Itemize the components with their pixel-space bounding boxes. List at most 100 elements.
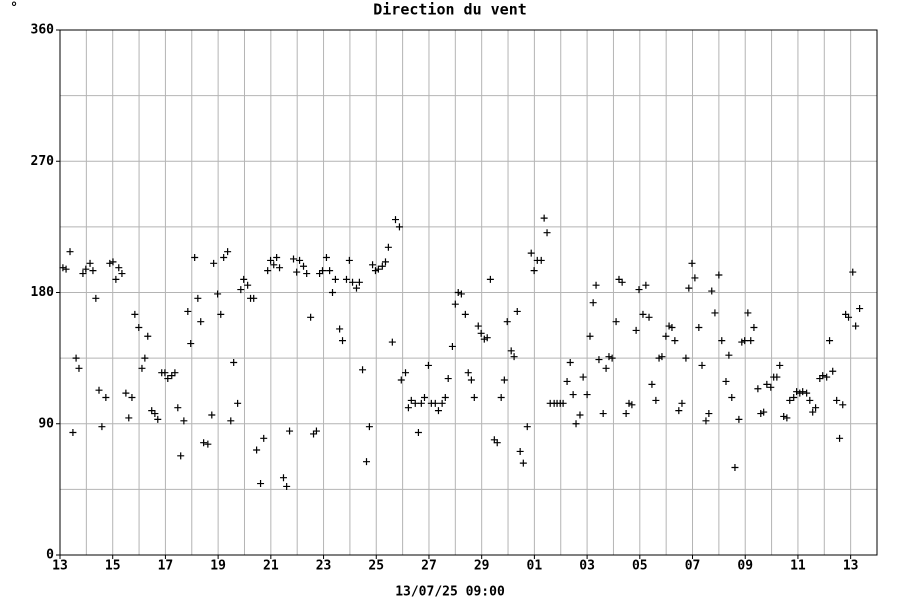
data-point [790,394,798,401]
data-point [658,353,666,361]
data-point [112,275,120,283]
data-point [69,429,77,436]
data-point [384,243,392,251]
data-point [516,447,524,455]
data-point [708,287,716,295]
data-point [296,256,304,264]
data-point [722,377,730,385]
data-point [652,396,660,404]
data-point [483,334,491,342]
data-point [369,261,377,269]
data-point [273,254,281,261]
data-point [682,354,690,362]
data-point [474,322,482,330]
data-point [461,310,469,318]
data-point [210,259,218,267]
data-point [349,278,357,286]
data-point [339,337,347,345]
data-point [645,313,653,321]
data-point [307,313,315,321]
data-point [365,423,373,431]
data-point [138,364,146,372]
data-point [559,399,567,407]
data-point [434,407,442,415]
x-tick-label: 03 [579,559,595,574]
data-point [576,411,584,419]
data-point [543,229,551,237]
data-point [523,423,531,431]
data-point [336,325,344,333]
data-point [826,337,834,345]
data-point [109,258,117,266]
data-point [303,270,311,278]
x-tick-label: 19 [210,559,226,574]
data-point [839,401,847,409]
data-point [151,410,159,418]
data-point [786,396,794,404]
data-point [402,369,410,377]
x-tick-label: 21 [263,559,279,574]
data-point [776,361,784,369]
data-point [397,376,405,384]
data-point [214,290,222,298]
data-point [780,412,788,420]
data-point [572,420,580,428]
data-point [322,254,330,261]
data-point [632,326,640,334]
data-point [59,264,67,272]
y-tick-label: 360 [31,23,55,38]
data-point [470,394,478,401]
data-point [497,394,505,401]
data-point [845,313,853,321]
data-point [852,322,860,330]
chart-title: Direction du vent [373,1,527,19]
data-point [404,404,412,412]
data-point [688,259,696,267]
data-point [217,310,225,318]
data-point [355,278,363,286]
x-tick-label: 23 [316,559,332,574]
data-point [608,354,616,362]
data-point [493,439,501,447]
points [59,214,864,490]
data-point [622,410,630,418]
data-point [141,354,149,362]
data-point [563,377,571,385]
data-point [342,275,350,283]
data-point [312,427,320,435]
data-point [135,324,143,331]
x-axis-label: 13/07/25 09:00 [395,585,505,600]
data-point [731,464,739,471]
data-point [793,388,801,396]
data-point [204,440,212,448]
data-point [174,404,182,412]
data-point [62,265,70,273]
data-point [602,364,610,372]
data-point [381,258,389,266]
data-point [750,324,758,331]
data-point [388,338,396,346]
data-point [194,294,202,302]
data-point [467,376,475,384]
data-point [227,417,235,425]
data-point [359,366,367,374]
data-point [197,318,205,326]
data-point [595,356,603,364]
data-point [250,294,258,302]
data-point [635,286,643,294]
data-point [257,480,265,488]
data-point [537,256,545,264]
data-point [566,359,574,366]
data-point [180,417,188,425]
data-point [417,399,425,407]
data-point [725,351,733,359]
data-point [290,255,298,263]
data-point [503,318,511,326]
data-point [286,427,294,435]
data-point [618,278,626,286]
data-point [579,373,587,381]
y-tick-label: 90 [38,416,54,431]
data-point [95,386,103,394]
data-point [510,353,518,361]
